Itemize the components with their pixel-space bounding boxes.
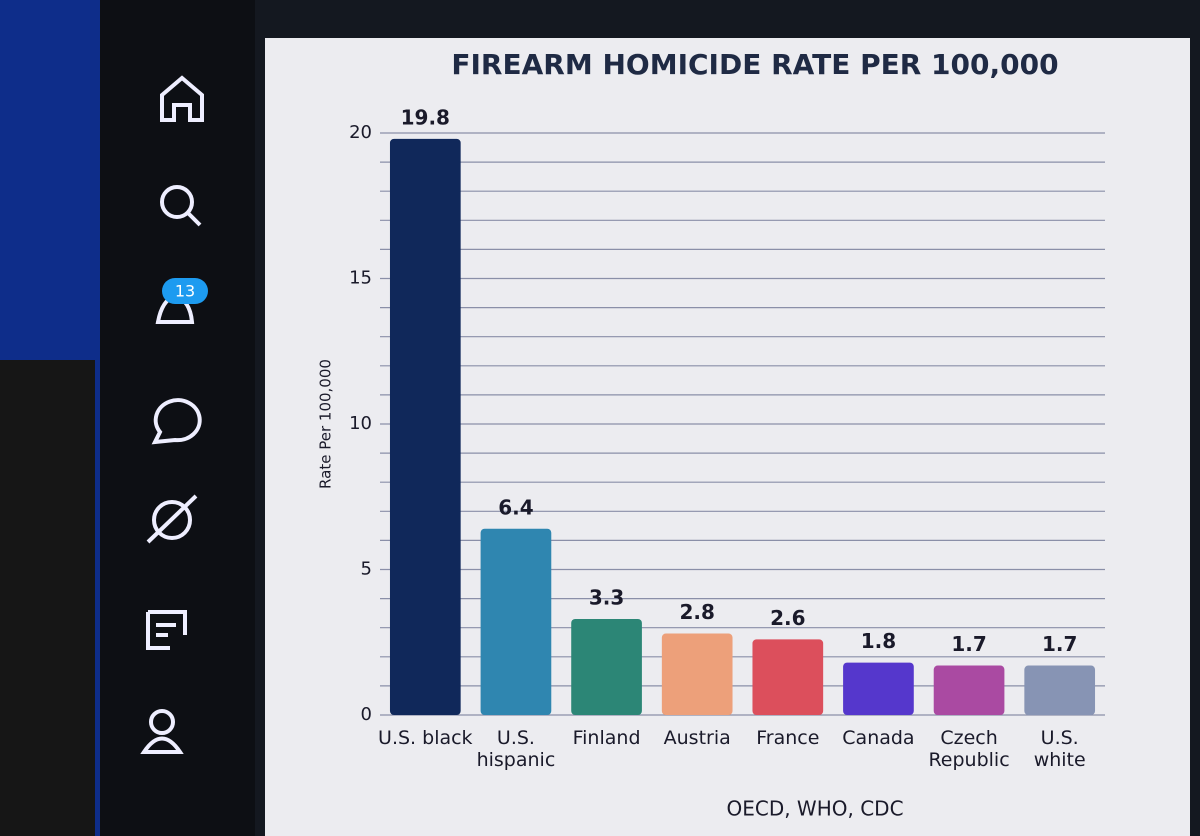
x-tick-label: France — [756, 727, 820, 749]
bar — [571, 618, 642, 715]
y-tick-label: 15 — [349, 268, 372, 289]
lists-icon[interactable] — [146, 610, 187, 650]
y-tick-label: 20 — [349, 122, 372, 143]
badge — [162, 278, 208, 304]
bar — [843, 662, 914, 715]
value-label: 2.8 — [679, 600, 714, 624]
y-tick-label: 10 — [349, 413, 372, 434]
y-axis-label: Rate Per 100,000 — [317, 359, 335, 489]
value-label: 3.3 — [589, 585, 624, 609]
chart-title: FIREARM HOMICIDE RATE PER 100,000 — [451, 48, 1058, 81]
value-label: 19.8 — [401, 105, 450, 129]
sidebar — [100, 0, 260, 836]
bar — [480, 528, 552, 715]
value-label: 2.6 — [770, 606, 805, 630]
backdrop-person — [0, 360, 95, 836]
search-icon[interactable] — [160, 185, 194, 219]
bar — [933, 665, 1005, 715]
y-tick-label: 0 — [361, 704, 372, 725]
bar — [1024, 665, 1096, 715]
messages-icon[interactable] — [151, 398, 202, 445]
x-tick-label: U.S. black — [378, 727, 473, 749]
x-tick-label: Czech Republic — [928, 727, 1010, 771]
bar — [661, 633, 733, 715]
profile-icon[interactable] — [149, 709, 175, 735]
badge-count: 13 — [175, 282, 195, 301]
home-icon[interactable] — [160, 75, 204, 122]
x-tick-label: Austria — [663, 727, 731, 749]
value-label: 1.8 — [861, 629, 896, 653]
source-note: OECD, WHO, CDC — [726, 797, 903, 821]
x-tick-label: U.S. white — [1033, 727, 1086, 771]
value-label: 1.7 — [951, 632, 986, 656]
y-tick-label: 5 — [361, 559, 372, 580]
bar — [752, 639, 824, 715]
value-label: 1.7 — [1042, 632, 1077, 656]
x-tick-label: U.S. hispanic — [476, 727, 556, 771]
bar — [389, 138, 461, 715]
grok-icon[interactable] — [152, 500, 192, 540]
x-tick-label: Canada — [842, 727, 915, 749]
x-tick-label: Finland — [572, 727, 641, 749]
value-label: 6.4 — [498, 495, 533, 519]
